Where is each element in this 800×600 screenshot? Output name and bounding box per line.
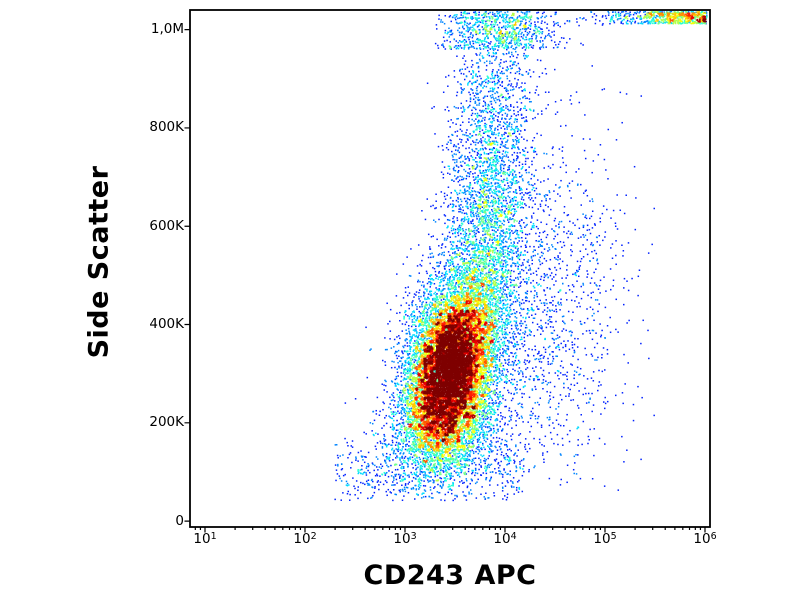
y-tick-label: 200K (149, 414, 184, 431)
y-tick-label: 600K (149, 217, 184, 234)
y-tick-label: 1,0M (150, 21, 184, 38)
x-tick-label: 102 (293, 531, 317, 547)
y-tick-label: 800K (149, 119, 184, 136)
y-tick-label: 400K (149, 316, 184, 333)
x-tick-label: 103 (393, 531, 417, 547)
x-tick-label: 104 (493, 531, 517, 547)
x-tick-label: 101 (193, 531, 217, 547)
x-tick-label: 106 (693, 531, 717, 547)
x-axis-label: CD243 APC (363, 560, 537, 591)
y-tick-label: 0 (175, 512, 184, 529)
y-axis-label: Side Scatter (83, 165, 115, 359)
x-tick-label: 105 (593, 531, 617, 547)
